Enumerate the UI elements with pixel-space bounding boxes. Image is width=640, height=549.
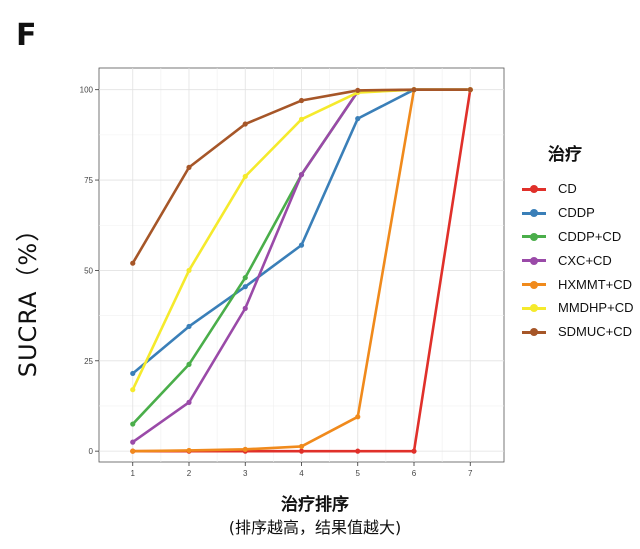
data-point-SDMUC+CD — [411, 87, 417, 93]
legend-title: 治疗 — [548, 145, 582, 165]
data-point-SDMUC+CD — [130, 260, 136, 266]
data-point-MMDHP+CD — [242, 173, 248, 180]
data-point-CD — [298, 448, 305, 454]
data-point-MMDHP+CD — [186, 267, 192, 274]
data-point-CDDP — [355, 116, 361, 122]
data-point-MMDHP+CD — [130, 387, 136, 393]
legend-label: SDMUC+CD — [558, 324, 633, 340]
legend-label: CDDP — [558, 205, 595, 221]
data-point-CXC+CD — [130, 439, 136, 445]
data-point-HXMMT+CD — [242, 446, 248, 452]
data-point-HXMMT+CD — [186, 447, 192, 454]
legend-label: CDDP+CD — [558, 228, 622, 244]
data-point-MMDHP+CD — [298, 116, 305, 122]
legend-item: CDDP+CD — [520, 225, 633, 249]
legend-item: HXMMT+CD — [520, 272, 633, 296]
x-tick-label: 2 — [187, 469, 192, 478]
legend-key — [520, 182, 548, 196]
legend-item: CDDP — [520, 201, 633, 225]
data-point-SDMUC+CD — [186, 164, 192, 171]
data-point-CD — [355, 448, 361, 454]
legend: 治疗 CD CDDP CDDP+CD CXC+CD HXMMT+CD MMDHP+CD SD… — [520, 140, 633, 344]
data-point-CDDP — [130, 370, 136, 377]
data-point-SDMUC+CD — [298, 97, 305, 104]
legend-label: HXMMT+CD — [558, 276, 633, 292]
legend-label: CXC+CD — [558, 252, 612, 268]
legend-key — [520, 253, 548, 267]
x-tick-label: 3 — [243, 469, 248, 478]
data-point-CD — [411, 448, 417, 454]
panel-letter: F — [16, 18, 37, 53]
legend-items: CD CDDP CDDP+CD CXC+CD HXMMT+CD MMDHP+CD SDMUC… — [520, 177, 633, 344]
data-point-CDDP — [186, 323, 192, 330]
legend-label: MMDHP+CD — [558, 300, 634, 316]
legend-key — [520, 301, 548, 315]
data-point-CDDP — [242, 284, 248, 290]
data-point-HXMMT+CD — [355, 414, 361, 420]
legend-key — [520, 206, 548, 220]
data-point-SDMUC+CD — [355, 87, 361, 94]
x-tick-label: 1 — [131, 469, 136, 478]
data-point-HXMMT+CD — [298, 443, 305, 450]
data-point-CDDP+CD — [242, 275, 248, 281]
x-tick-label: 6 — [412, 469, 417, 478]
data-point-CXC+CD — [298, 172, 305, 178]
legend-label: CD — [558, 181, 577, 197]
data-point-CDDP — [298, 242, 305, 248]
data-point-SDMUC+CD — [467, 87, 473, 93]
data-point-CDDP+CD — [186, 361, 192, 368]
legend-item: SDMUC+CD — [520, 320, 633, 344]
data-point-HXMMT+CD — [130, 448, 136, 454]
y-tick-label: 75 — [84, 176, 93, 185]
legend-item: CXC+CD — [520, 248, 633, 272]
x-tick-label: 5 — [356, 469, 361, 478]
x-axis-subtitle: (排序越高，结果值越大) — [228, 518, 402, 537]
data-point-SDMUC+CD — [242, 121, 248, 127]
y-tick-label: 100 — [80, 86, 94, 95]
axes: 0 25 50 75 100 1 2 3 4 5 6 7 — [80, 86, 473, 478]
y-tick-label: 25 — [84, 357, 93, 366]
series-points — [130, 87, 473, 454]
data-point-CXC+CD — [186, 399, 192, 405]
legend-key — [520, 277, 548, 291]
x-tick-label: 4 — [299, 469, 304, 478]
data-point-CXC+CD — [242, 305, 248, 311]
y-tick-label: 0 — [89, 447, 94, 456]
legend-key — [520, 325, 548, 339]
x-axis-title: 治疗排序 — [281, 495, 349, 515]
x-tick-label: 7 — [468, 469, 473, 478]
y-tick-label: 50 — [84, 266, 93, 275]
legend-item: MMDHP+CD — [520, 296, 633, 320]
legend-key — [520, 229, 548, 243]
legend-item: CD — [520, 177, 633, 201]
data-point-CDDP+CD — [130, 421, 136, 427]
